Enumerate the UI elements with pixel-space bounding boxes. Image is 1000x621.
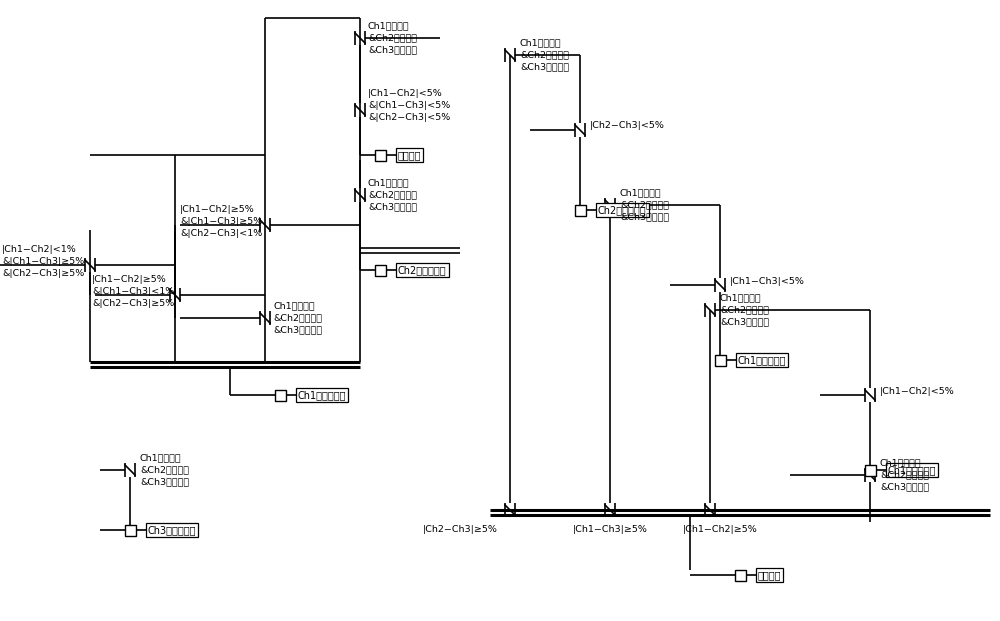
Text: &Ch2通道正常: &Ch2通道正常	[368, 191, 417, 199]
Text: |Ch1−Ch2|≥5%: |Ch1−Ch2|≥5%	[683, 525, 757, 535]
Bar	[574, 204, 586, 215]
Text: |Ch1−Ch3|<5%: |Ch1−Ch3|<5%	[730, 276, 805, 286]
Text: &Ch3通道故障: &Ch3通道故障	[273, 325, 322, 335]
Text: &Ch3通道正常: &Ch3通道正常	[368, 45, 417, 55]
Bar	[734, 569, 746, 581]
Text: Ch1通道故障: Ch1通道故障	[368, 178, 410, 188]
Text: |Ch1−Ch3|≥5%: |Ch1−Ch3|≥5%	[573, 525, 647, 535]
Bar	[374, 150, 386, 160]
Text: &Ch3通道故障: &Ch3通道故障	[720, 317, 769, 327]
Text: &Ch2通道正常: &Ch2通道正常	[720, 306, 769, 314]
Text: &Ch3通道正常: &Ch3通道正常	[520, 63, 569, 71]
Text: &|Ch1−Ch3|<1%: &|Ch1−Ch3|<1%	[92, 286, 174, 296]
Text: Ch1通道故障: Ch1通道故障	[880, 458, 922, 468]
Text: |Ch2−Ch3|≥5%: |Ch2−Ch3|≥5%	[423, 525, 497, 535]
Text: &Ch3通道故障: &Ch3通道故障	[880, 483, 929, 491]
Text: &|Ch2−Ch3|≥5%: &|Ch2−Ch3|≥5%	[2, 268, 84, 278]
Text: &Ch3通道正常: &Ch3通道正常	[140, 478, 189, 486]
Text: &Ch2通道故障: &Ch2通道故障	[620, 201, 669, 209]
Text: |Ch1−Ch2|<5%: |Ch1−Ch2|<5%	[368, 89, 443, 99]
Text: &|Ch1−Ch3|≥5%: &|Ch1−Ch3|≥5%	[2, 256, 84, 266]
Text: Ch1为有效信号: Ch1为有效信号	[888, 465, 936, 475]
Text: &Ch2通道故障: &Ch2通道故障	[140, 466, 189, 474]
Text: &|Ch2−Ch3|<5%: &|Ch2−Ch3|<5%	[368, 114, 450, 122]
Text: Ch1通道故障: Ch1通道故障	[520, 39, 562, 47]
Text: &|Ch1−Ch3|≥5%: &|Ch1−Ch3|≥5%	[180, 217, 262, 225]
Text: Ch1为有效信号: Ch1为有效信号	[298, 390, 347, 400]
Text: Ch1通道正常: Ch1通道正常	[720, 294, 762, 302]
Text: &Ch2通道故障: &Ch2通道故障	[273, 314, 322, 322]
Text: &|Ch2−Ch3|<1%: &|Ch2−Ch3|<1%	[180, 229, 262, 237]
Text: Ch1为有效信号: Ch1为有效信号	[738, 355, 786, 365]
Text: Ch1通道正常: Ch1通道正常	[368, 22, 410, 30]
Text: Ch1通道故障: Ch1通道故障	[140, 453, 182, 463]
Text: &Ch3通道故障: &Ch3通道故障	[368, 202, 417, 212]
Text: &Ch3通道正常: &Ch3通道正常	[620, 212, 669, 222]
Text: |Ch1−Ch2|≥5%: |Ch1−Ch2|≥5%	[92, 274, 167, 284]
Text: &Ch2通道故障: &Ch2通道故障	[880, 471, 929, 479]
Bar	[864, 465, 876, 476]
Bar	[374, 265, 386, 276]
Bar	[274, 389, 286, 401]
Text: &Ch2通道正常: &Ch2通道正常	[368, 34, 417, 42]
Text: |Ch2−Ch3|<5%: |Ch2−Ch3|<5%	[590, 122, 665, 130]
Text: Ch1通道正常: Ch1通道正常	[620, 189, 662, 197]
Text: 取中间值: 取中间值	[398, 150, 422, 160]
Bar	[714, 355, 726, 366]
Text: Ch2为有效信号: Ch2为有效信号	[598, 205, 647, 215]
Text: Ch2为有效信号: Ch2为有效信号	[398, 265, 447, 275]
Text: Ch3为有效信号: Ch3为有效信号	[148, 525, 196, 535]
Text: |Ch1−Ch2|<1%: |Ch1−Ch2|<1%	[2, 245, 77, 253]
Text: &|Ch2−Ch3|≥5%: &|Ch2−Ch3|≥5%	[92, 299, 174, 307]
Text: |Ch1−Ch2|<5%: |Ch1−Ch2|<5%	[880, 386, 955, 396]
Text: 信号故障: 信号故障	[758, 570, 782, 580]
Bar	[124, 525, 136, 535]
Text: |Ch1−Ch2|≥5%: |Ch1−Ch2|≥5%	[180, 204, 255, 214]
Text: &Ch2通道正常: &Ch2通道正常	[520, 50, 569, 60]
Text: &|Ch1−Ch3|<5%: &|Ch1−Ch3|<5%	[368, 101, 450, 111]
Text: Ch1通道正常: Ch1通道正常	[273, 302, 315, 310]
